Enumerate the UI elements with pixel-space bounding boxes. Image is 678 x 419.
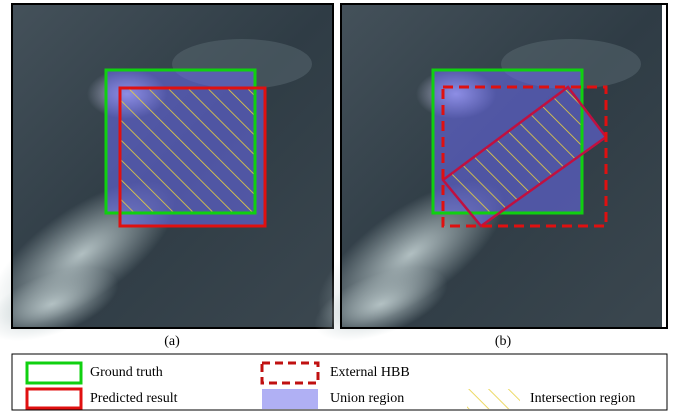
panel-label: (a) xyxy=(164,334,180,349)
legend-text: Predicted result xyxy=(90,391,178,406)
legend-text: Intersection region xyxy=(530,391,635,406)
figure: (a) (b) Ground truth Predicted result Ex… xyxy=(0,0,678,414)
legend: Ground truth Predicted result External H… xyxy=(12,354,667,410)
intersection-region xyxy=(120,88,255,213)
legend-text: Ground truth xyxy=(90,365,163,380)
legend-swatch xyxy=(262,389,318,409)
panel-label: (b) xyxy=(495,334,512,349)
panel-b: (b) xyxy=(295,4,667,356)
legend-text: External HBB xyxy=(330,365,410,380)
panel-a: (a) xyxy=(0,4,333,356)
legend-text: Union region xyxy=(330,391,404,406)
legend-swatch xyxy=(467,389,520,409)
